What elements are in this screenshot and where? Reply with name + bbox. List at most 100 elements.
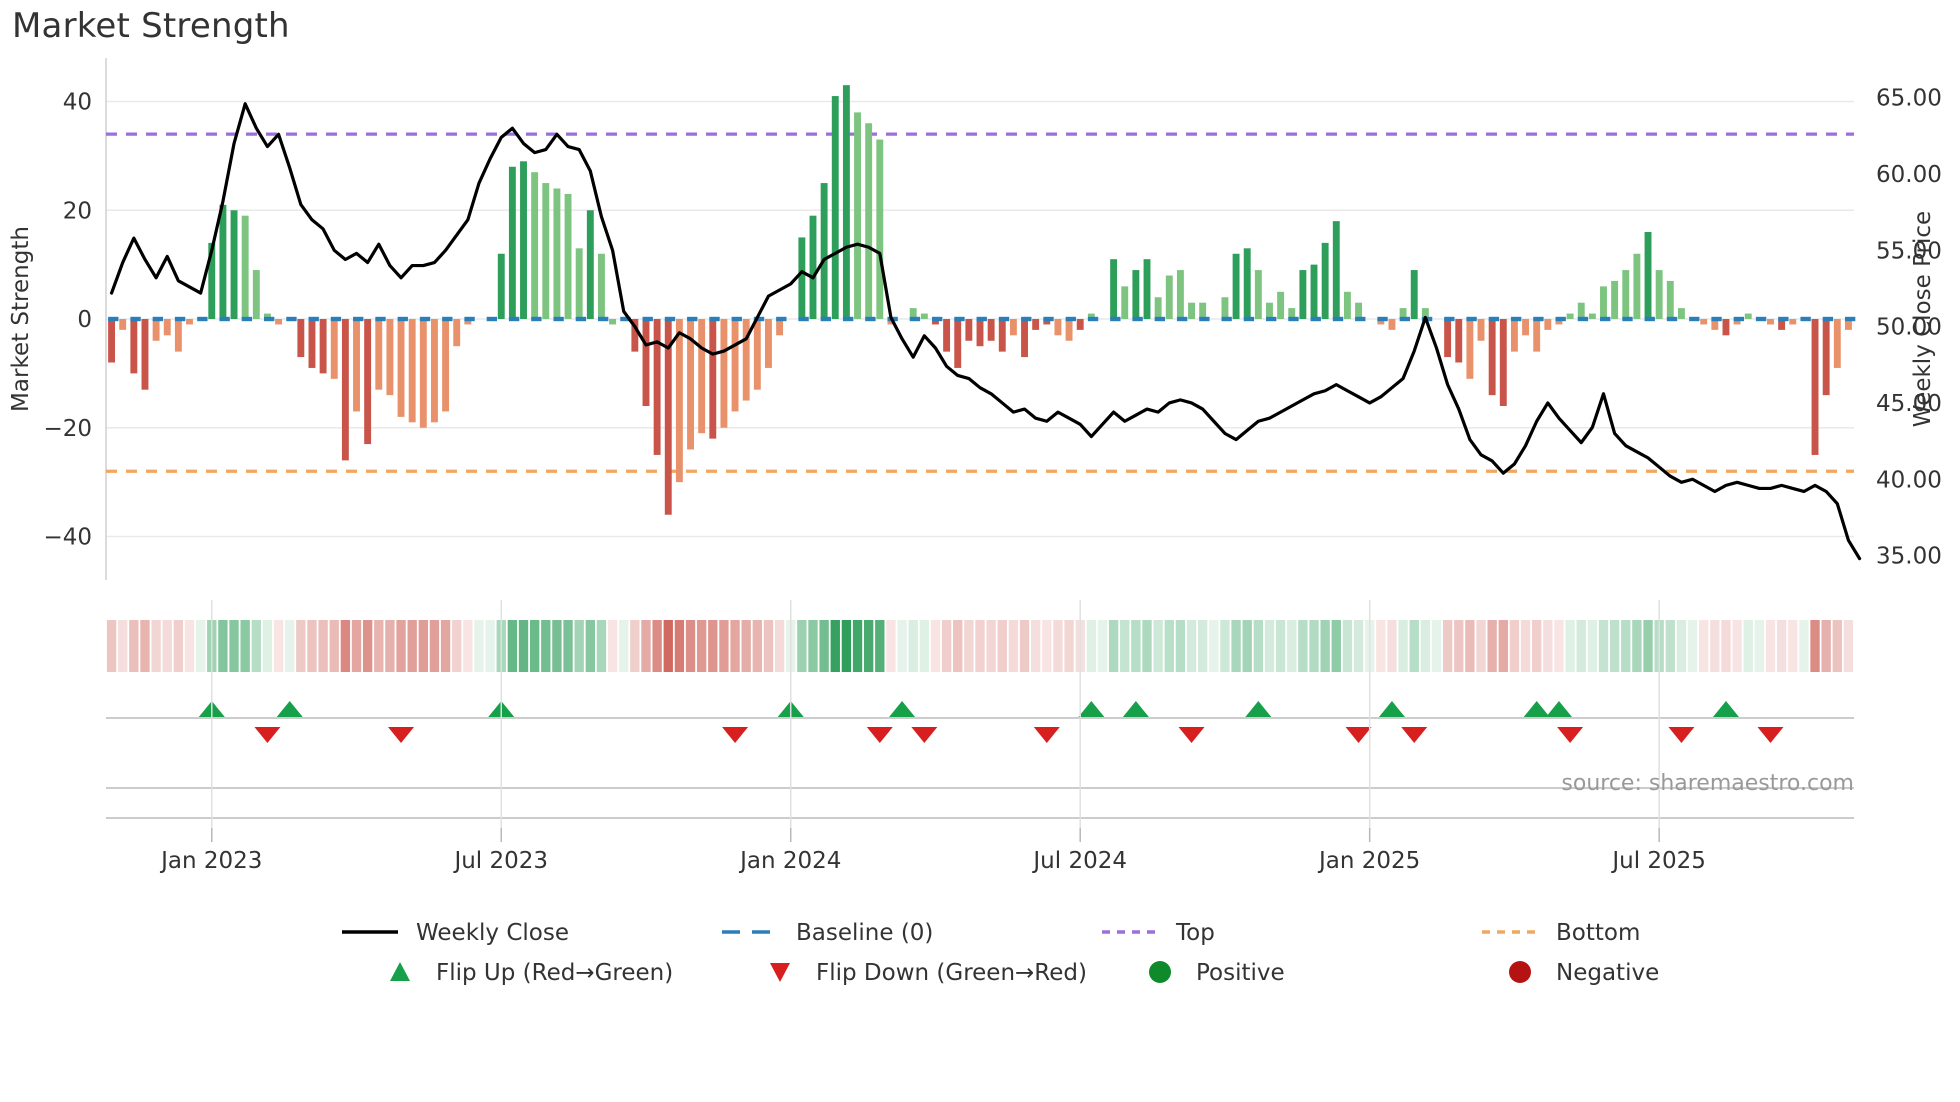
heatmap-cell (1643, 620, 1653, 672)
legend-item-negative[interactable]: Negative (1509, 960, 1659, 986)
heatmap-cell (1108, 620, 1119, 672)
x-axis-ticks: Jan 2023 Jul 2023 Jan 2024 Jul 2024 Jan 2025… (159, 600, 1706, 874)
baseline-segment (620, 316, 631, 322)
strength-bar (1677, 308, 1685, 319)
strength-bar (742, 319, 750, 401)
heatmap-cell (941, 620, 952, 672)
y-right-tick-label: 55.00 (1876, 238, 1942, 264)
legend-item-flip-down-green-red[interactable]: Flip Down (Green→Red) (770, 960, 1087, 986)
strength-bar (1444, 319, 1452, 358)
strength-bar (631, 319, 639, 352)
flip-down-marker (1757, 727, 1784, 743)
baseline-segment (798, 316, 809, 322)
strength-bar (1644, 232, 1652, 319)
heatmap-cell (953, 620, 963, 672)
heatmap-cell (552, 620, 562, 672)
heatmap-cell (1799, 620, 1809, 672)
strength-bar (1377, 319, 1385, 325)
baseline-segment (464, 316, 475, 322)
baseline-segment (1622, 316, 1633, 322)
y-right-tick-label: 45.00 (1876, 391, 1942, 417)
baseline-segment (1644, 316, 1655, 322)
heatmap-cell (240, 620, 250, 672)
strength-bar (497, 253, 505, 319)
strength-bar (1466, 319, 1474, 379)
y-left-tick-label: 0 (77, 307, 92, 333)
heatmap-cell (162, 620, 172, 672)
baseline-segments (108, 316, 1856, 322)
heatmap-cell (830, 620, 840, 672)
legend-item-weekly-close[interactable]: Weekly Close (342, 920, 569, 946)
heatmap-cell (1598, 620, 1609, 672)
y-left-tick-label: 40 (63, 90, 92, 116)
heatmap-cell (1064, 620, 1074, 672)
strength-bar (1522, 319, 1530, 336)
heatmap-cell (852, 620, 863, 672)
legend-marker-flip-up (390, 962, 410, 981)
heatmap-cell (440, 620, 451, 672)
strength-bar (609, 319, 617, 325)
heatmap-cell (195, 620, 206, 672)
strength-bar (564, 193, 572, 319)
strength-bar (1510, 319, 1518, 352)
heatmap-cell (229, 620, 239, 672)
heatmap-cell (1097, 620, 1108, 672)
heatmap-cell (1710, 620, 1720, 672)
heatmap-cell (652, 620, 662, 672)
baseline-segment (174, 316, 186, 322)
legend-item-flip-up-red-green[interactable]: Flip Up (Red→Green) (390, 960, 673, 986)
strength-bar (1555, 319, 1563, 325)
heatmap-cell (1309, 620, 1319, 672)
flip-down-marker (722, 727, 749, 743)
strength-bar (419, 319, 427, 428)
heatmap-cell (407, 620, 417, 672)
strength-bar (675, 319, 683, 483)
legend-item-top[interactable]: Top (1102, 920, 1215, 946)
baseline-segment (442, 316, 453, 322)
legend-item-positive[interactable]: Positive (1149, 960, 1285, 986)
flip-up-marker (1122, 701, 1149, 717)
heatmap-cell (1387, 620, 1397, 672)
strength-bar (1844, 319, 1852, 330)
heatmap-cell (296, 620, 306, 672)
heatmap-cell (1264, 620, 1275, 672)
strength-bar (586, 210, 594, 319)
heatmap-cell (875, 620, 885, 672)
heatmap-cell (585, 620, 595, 672)
heatmap-cell (1454, 620, 1464, 672)
baseline-segment (152, 316, 164, 322)
strength-bar (119, 319, 127, 330)
heatmap-cell (374, 620, 384, 672)
heatmap-cell (1253, 620, 1264, 672)
heatmap-cell (863, 620, 874, 672)
y-right-tick-label: 35.00 (1876, 544, 1942, 570)
strength-bar (1143, 259, 1151, 319)
baseline-segment (1755, 316, 1767, 322)
legend-item-bottom[interactable]: Bottom (1482, 920, 1640, 946)
strength-bar (1321, 242, 1329, 319)
strength-bar (1021, 319, 1028, 358)
baseline-segment (664, 316, 676, 322)
heatmap-cell (930, 620, 941, 672)
strength-bar (1499, 319, 1507, 406)
baseline-segment (353, 316, 364, 322)
y-right-axis-ticks: 65.00 60.00 55.00 50.00 45.00 40.00 35.00 (1876, 86, 1942, 570)
heatmap-cell (1053, 620, 1063, 672)
heatmap-cell (1632, 620, 1642, 672)
strength-bar (1700, 319, 1708, 325)
weekly-close-line (109, 102, 1862, 561)
legend-item-baseline-0[interactable]: Baseline (0) (722, 920, 933, 946)
strength-bar (1744, 313, 1752, 319)
strength-bar (1087, 313, 1095, 319)
strength-bar (130, 319, 138, 374)
strength-bar (943, 319, 951, 352)
heatmap-cell (184, 620, 195, 672)
strength-bar (141, 319, 149, 390)
heatmap-cell (106, 620, 117, 672)
baseline-segment (976, 316, 987, 322)
flip-down-marker (1033, 727, 1060, 743)
baseline-segment (1310, 316, 1321, 322)
heatmap-cell (730, 620, 740, 672)
strength-bar (1655, 270, 1663, 319)
baseline-segment (486, 316, 498, 322)
